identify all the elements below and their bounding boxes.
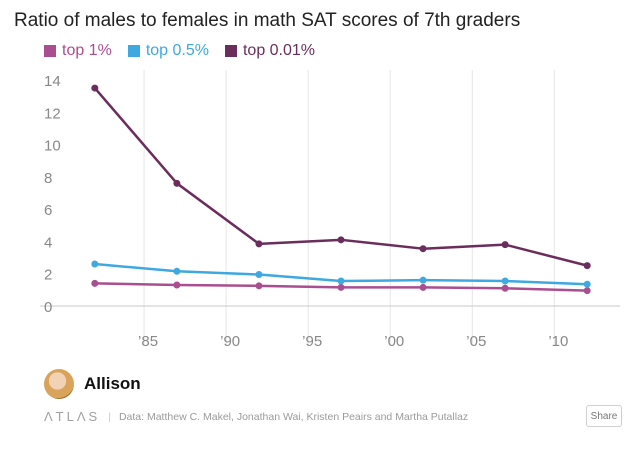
source-credit: Data: Matthew C. Makel, Jonathan Wai, Kr… bbox=[118, 410, 469, 423]
legend-item-2: top 0.01% bbox=[224, 42, 316, 60]
chart-title: Ratio of males to females in math SAT sc… bbox=[14, 10, 521, 31]
data-point-2-3 bbox=[337, 236, 345, 244]
author-block: Allison bbox=[44, 369, 141, 399]
legend-item-0: top 1% bbox=[44, 42, 112, 60]
footer: ΛTLΛS | Data: Matthew C. Makel, Jonathan… bbox=[44, 409, 468, 424]
legend-item-1: top 0.5% bbox=[127, 42, 209, 60]
legend-label-1: top 0.5% bbox=[145, 42, 209, 59]
data-point-1-2 bbox=[255, 271, 263, 279]
legend: top 1% top 0.5% top 0.01% bbox=[44, 42, 315, 60]
x-tick-label-0: ’85 bbox=[138, 333, 158, 350]
legend-swatch-2 bbox=[224, 45, 237, 57]
data-point-0-1 bbox=[173, 281, 181, 289]
legend-label-0: top 1% bbox=[62, 42, 112, 59]
data-point-0-6 bbox=[583, 287, 591, 295]
author-name: Allison bbox=[84, 374, 141, 393]
data-point-2-1 bbox=[173, 179, 181, 187]
x-tick-label-1: ’90 bbox=[220, 333, 240, 350]
share-button[interactable]: Share bbox=[586, 405, 622, 427]
data-point-1-1 bbox=[173, 267, 181, 275]
x-tick-label-4: ’05 bbox=[466, 333, 486, 350]
y-tick-label-2: 4 bbox=[44, 234, 52, 251]
x-tick-label-2: ’95 bbox=[302, 333, 322, 350]
y-tick-label-4: 8 bbox=[44, 170, 52, 187]
data-point-2-0 bbox=[91, 84, 99, 92]
y-tick-label-1: 2 bbox=[44, 267, 52, 284]
y-tick-label-7: 14 bbox=[44, 73, 61, 90]
y-tick-label-5: 10 bbox=[44, 138, 61, 155]
y-tick-label-6: 12 bbox=[44, 105, 61, 122]
x-tick-label-3: ’00 bbox=[384, 333, 404, 350]
avatar bbox=[44, 369, 74, 399]
y-tick-label-0: 0 bbox=[44, 299, 52, 316]
y-tick-label-3: 6 bbox=[44, 202, 52, 219]
data-point-0-0 bbox=[91, 279, 99, 287]
atlas-logo[interactable]: ΛTLΛS bbox=[44, 409, 101, 424]
data-point-2-2 bbox=[255, 240, 263, 248]
data-point-0-5 bbox=[501, 284, 509, 292]
legend-label-2: top 0.01% bbox=[242, 42, 316, 59]
footer-separator: | bbox=[108, 410, 111, 423]
data-point-2-4 bbox=[419, 245, 427, 253]
data-point-2-6 bbox=[583, 262, 591, 270]
legend-swatch-1 bbox=[127, 45, 140, 57]
data-point-0-2 bbox=[255, 282, 263, 290]
data-point-1-5 bbox=[501, 277, 509, 285]
legend-swatch-0 bbox=[44, 45, 56, 57]
data-point-0-4 bbox=[419, 283, 427, 291]
data-point-0-3 bbox=[337, 283, 345, 291]
data-point-1-3 bbox=[337, 277, 345, 285]
data-point-1-0 bbox=[91, 260, 99, 268]
data-point-1-6 bbox=[583, 280, 591, 288]
data-point-2-5 bbox=[501, 241, 509, 249]
data-point-1-4 bbox=[419, 276, 427, 284]
x-tick-label-5: ’10 bbox=[548, 333, 568, 350]
